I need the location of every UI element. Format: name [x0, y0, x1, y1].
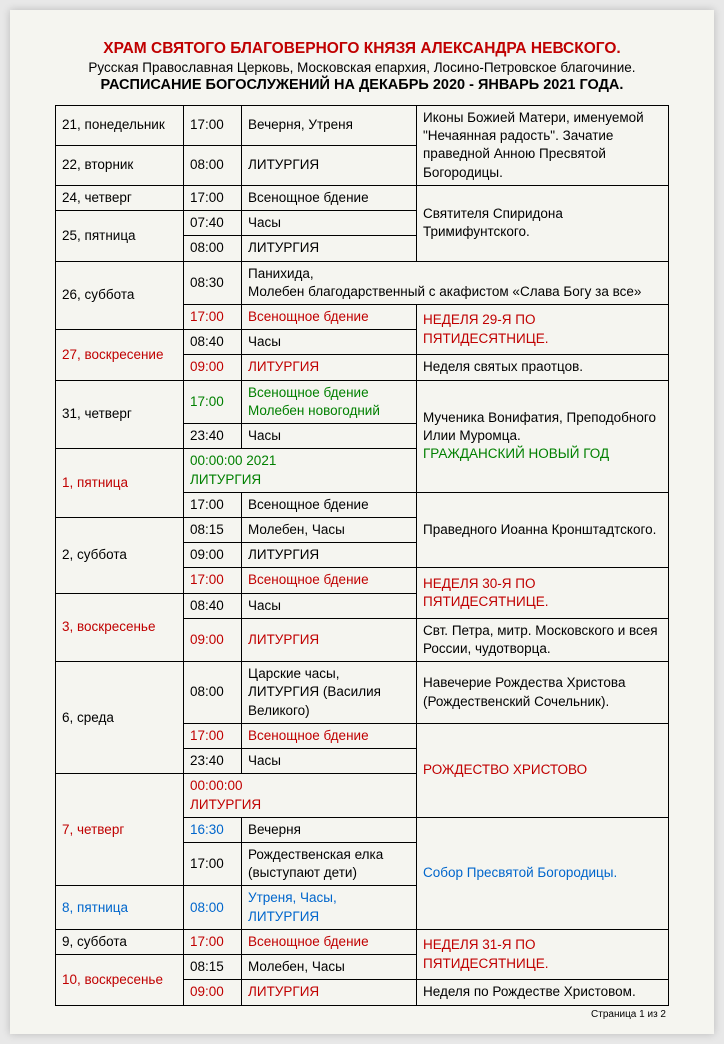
note-cell: Неделя по Рождестве Христовом.	[417, 980, 669, 1005]
service-cell: Панихида, Молебен благодарственный с ака…	[242, 261, 669, 304]
date-cell: 6, среда	[56, 662, 184, 774]
table-row: 31, четверг 17:00 Всенощное бдение Молеб…	[56, 380, 669, 423]
date-cell: 27, воскресение	[56, 330, 184, 380]
time-cell: 09:00	[184, 980, 242, 1005]
note-cell: НЕДЕЛЯ 31-Я ПО ПЯТИДЕСЯТНИЦЕ.	[417, 929, 669, 979]
time-cell: 23:40	[184, 749, 242, 774]
service-cell: Часы	[242, 211, 417, 236]
document-page: ХРАМ СВЯТОГО БЛАГОВЕРНОГО КНЯЗЯ АЛЕКСАНД…	[10, 10, 714, 1034]
time-cell: 17:00	[184, 843, 242, 886]
note-cell: Мученика Вонифатия, Преподобного Илии Му…	[417, 380, 669, 492]
service-cell: 00:00:00 2021 ЛИТУРГИЯ	[184, 449, 417, 492]
service-cell: ЛИТУРГИЯ	[242, 543, 417, 568]
service-cell: Рождественская елка (выступают дети)	[242, 843, 417, 886]
note-cell: Праведного Иоанна Кронштадтского.	[417, 492, 669, 568]
date-cell: 26, суббота	[56, 261, 184, 330]
service-cell: Молебен, Часы	[242, 955, 417, 980]
service-cell: Всенощное бдение	[242, 304, 417, 329]
date-cell: 2, суббота	[56, 517, 184, 593]
date-cell: 22, вторник	[56, 145, 184, 185]
time-cell: 17:00	[184, 380, 242, 423]
date-cell: 10, воскресенье	[56, 955, 184, 1005]
time-cell: 07:40	[184, 211, 242, 236]
date-cell: 21, понедельник	[56, 106, 184, 146]
time-cell: 08:30	[184, 261, 242, 304]
service-cell: Всенощное бдение	[242, 185, 417, 210]
table-row: 9, суббота 17:00 Всенощное бдение НЕДЕЛЯ…	[56, 929, 669, 954]
date-cell: 31, четверг	[56, 380, 184, 449]
note-cell: Свт. Петра, митр. Московского и всея Рос…	[417, 618, 669, 661]
date-cell: 9, суббота	[56, 929, 184, 954]
table-row: 24, четверг 17:00 Всенощное бдение Святи…	[56, 185, 669, 210]
note-cell: НЕДЕЛЯ 29-Я ПО ПЯТИДЕСЯТНИЦЕ.	[417, 304, 669, 354]
time-cell: 09:00	[184, 355, 242, 380]
schedule-table: 21, понедельник 17:00 Вечерня, Утреня Ик…	[55, 105, 669, 1006]
time-cell: 17:00	[184, 492, 242, 517]
time-cell: 08:00	[184, 145, 242, 185]
time-cell: 09:00	[184, 618, 242, 661]
note-cell: НЕДЕЛЯ 30-Я ПО ПЯТИДЕСЯТНИЦЕ.	[417, 568, 669, 618]
time-cell: 08:15	[184, 955, 242, 980]
note-line: Мученика Вонифатия, Преподобного Илии Му…	[423, 410, 656, 443]
time-cell: 08:15	[184, 517, 242, 542]
title-main: ХРАМ СВЯТОГО БЛАГОВЕРНОГО КНЯЗЯ АЛЕКСАНД…	[55, 40, 669, 58]
service-cell: Всенощное бдение Молебен новогодний	[242, 380, 417, 423]
table-row: 21, понедельник 17:00 Вечерня, Утреня Ик…	[56, 106, 669, 146]
date-cell: 7, четверг	[56, 774, 184, 886]
service-cell: Часы	[242, 424, 417, 449]
service-cell: Всенощное бдение	[242, 929, 417, 954]
service-cell: ЛИТУРГИЯ	[242, 355, 417, 380]
page-footer: Страница 1 из 2	[591, 1009, 666, 1020]
table-row: 6, среда 08:00 Царские часы, ЛИТУРГИЯ (В…	[56, 662, 669, 724]
service-cell: ЛИТУРГИЯ	[242, 145, 417, 185]
time-cell: 08:00	[184, 662, 242, 724]
date-cell: 24, четверг	[56, 185, 184, 210]
time-cell: 08:40	[184, 330, 242, 355]
time-cell: 17:00	[184, 185, 242, 210]
service-cell: Часы	[242, 749, 417, 774]
time-cell: 08:00	[184, 236, 242, 261]
date-cell: 1, пятница	[56, 449, 184, 518]
note-cell: Навечерие Рождества Христова (Рождествен…	[417, 662, 669, 724]
time-cell: 17:00	[184, 106, 242, 146]
time-cell: 08:40	[184, 593, 242, 618]
service-cell: Вечерня	[242, 817, 417, 842]
service-cell: ЛИТУРГИЯ	[242, 980, 417, 1005]
date-cell: 8, пятница	[56, 886, 184, 929]
time-cell: 16:30	[184, 817, 242, 842]
time-cell: 09:00	[184, 543, 242, 568]
service-cell: ЛИТУРГИЯ	[242, 236, 417, 261]
service-cell: Царские часы, ЛИТУРГИЯ (Василия Великого…	[242, 662, 417, 724]
service-cell: Вечерня, Утреня	[242, 106, 417, 146]
service-cell: Молебен, Часы	[242, 517, 417, 542]
service-cell: Всенощное бдение	[242, 492, 417, 517]
service-cell: Часы	[242, 593, 417, 618]
date-cell: 25, пятница	[56, 211, 184, 261]
time-cell: 17:00	[184, 929, 242, 954]
time-cell: 17:00	[184, 568, 242, 593]
header: ХРАМ СВЯТОГО БЛАГОВЕРНОГО КНЯЗЯ АЛЕКСАНД…	[55, 40, 669, 93]
service-cell: Часы	[242, 330, 417, 355]
time-cell: 23:40	[184, 424, 242, 449]
service-cell: 00:00:00 ЛИТУРГИЯ	[184, 774, 417, 817]
time-cell: 17:00	[184, 304, 242, 329]
note-cell: РОЖДЕСТВО ХРИСТОВО	[417, 723, 669, 817]
service-cell: Всенощное бдение	[242, 723, 417, 748]
time-cell: 08:00	[184, 886, 242, 929]
title-sub: Русская Православная Церковь, Московская…	[55, 60, 669, 75]
service-cell: ЛИТУРГИЯ	[242, 618, 417, 661]
title-schedule: РАСПИСАНИЕ БОГОСЛУЖЕНИЙ НА ДЕКАБРЬ 2020 …	[55, 77, 669, 93]
service-cell: Утреня, Часы, ЛИТУРГИЯ	[242, 886, 417, 929]
service-cell: Всенощное бдение	[242, 568, 417, 593]
note-line: ГРАЖДАНСКИЙ НОВЫЙ ГОД	[423, 446, 609, 461]
note-cell: Неделя святых праотцов.	[417, 355, 669, 380]
date-cell: 3, воскресенье	[56, 593, 184, 662]
note-cell: Собор Пресвятой Богородицы.	[417, 817, 669, 929]
note-cell: Иконы Божией Матери, именуемой "Нечаянна…	[417, 106, 669, 186]
note-cell: Святителя Спиридона Тримифунтского.	[417, 185, 669, 261]
time-cell: 17:00	[184, 723, 242, 748]
table-row: 26, суббота 08:30 Панихида, Молебен благ…	[56, 261, 669, 304]
